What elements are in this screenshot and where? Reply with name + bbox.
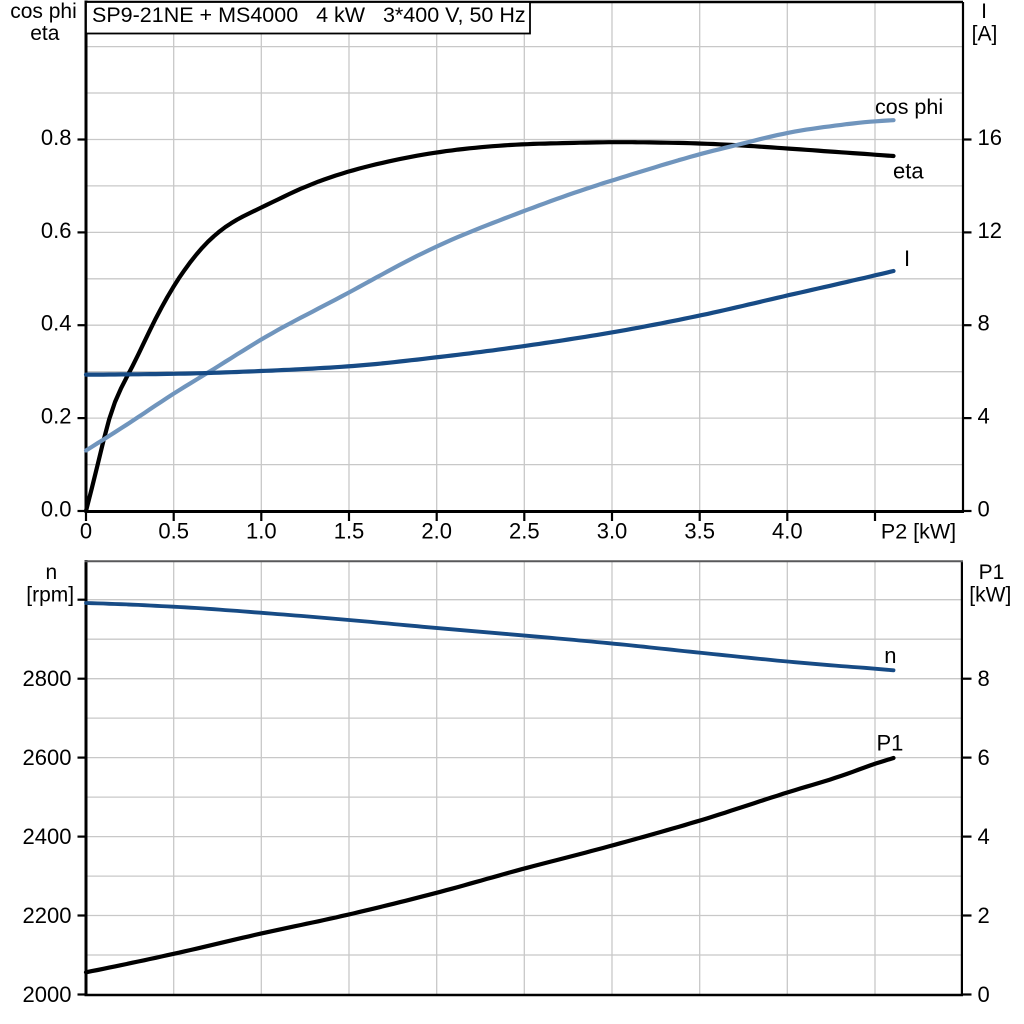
svg-text:2000: 2000 — [23, 982, 72, 1007]
svg-text:8: 8 — [978, 666, 990, 691]
svg-text:0.8: 0.8 — [41, 125, 72, 150]
svg-text:16: 16 — [978, 125, 1002, 150]
svg-text:1.5: 1.5 — [334, 518, 365, 543]
svg-text:8: 8 — [978, 311, 990, 336]
svg-text:eta: eta — [30, 22, 60, 45]
svg-text:1.0: 1.0 — [246, 518, 277, 543]
svg-text:0.0: 0.0 — [41, 496, 72, 521]
svg-text:3.5: 3.5 — [684, 518, 715, 543]
svg-text:P1: P1 — [877, 730, 904, 755]
svg-text:[A]: [A] — [972, 23, 998, 46]
svg-text:2800: 2800 — [23, 666, 72, 691]
svg-text:4: 4 — [978, 404, 990, 429]
svg-text:2.5: 2.5 — [509, 518, 540, 543]
svg-text:[kW]: [kW] — [969, 583, 1011, 606]
svg-text:P2 [kW]: P2 [kW] — [881, 519, 956, 543]
svg-text:2.0: 2.0 — [421, 518, 452, 543]
svg-text:3.0: 3.0 — [597, 518, 628, 543]
svg-text:n: n — [45, 561, 57, 584]
svg-text:0.2: 0.2 — [41, 404, 72, 429]
svg-text:n: n — [884, 643, 896, 668]
svg-text:eta: eta — [893, 159, 924, 184]
svg-text:0.5: 0.5 — [158, 518, 189, 543]
svg-text:I: I — [904, 246, 910, 271]
svg-text:0: 0 — [80, 518, 92, 543]
svg-text:2600: 2600 — [23, 745, 72, 770]
svg-text:SP9-21NE + MS4000 4 kW 3*4: SP9-21NE + MS4000 4 kW 3*400 V, 50 Hz — [92, 3, 526, 27]
svg-text:4: 4 — [978, 824, 990, 849]
svg-text:0.4: 0.4 — [41, 311, 72, 336]
svg-text:P1: P1 — [979, 561, 1005, 584]
svg-text:2200: 2200 — [23, 903, 72, 928]
svg-text:12: 12 — [978, 218, 1002, 243]
svg-text:0.6: 0.6 — [41, 218, 72, 243]
svg-text:I: I — [981, 0, 987, 23]
svg-text:cos phi: cos phi — [10, 0, 77, 23]
svg-text:4.0: 4.0 — [772, 518, 803, 543]
svg-text:cos phi: cos phi — [875, 95, 943, 119]
svg-text:0: 0 — [978, 982, 990, 1007]
svg-text:2: 2 — [978, 903, 990, 928]
svg-text:[rpm]: [rpm] — [26, 583, 74, 606]
svg-text:2400: 2400 — [23, 824, 72, 849]
svg-text:6: 6 — [978, 745, 990, 770]
svg-text:0: 0 — [978, 496, 990, 521]
